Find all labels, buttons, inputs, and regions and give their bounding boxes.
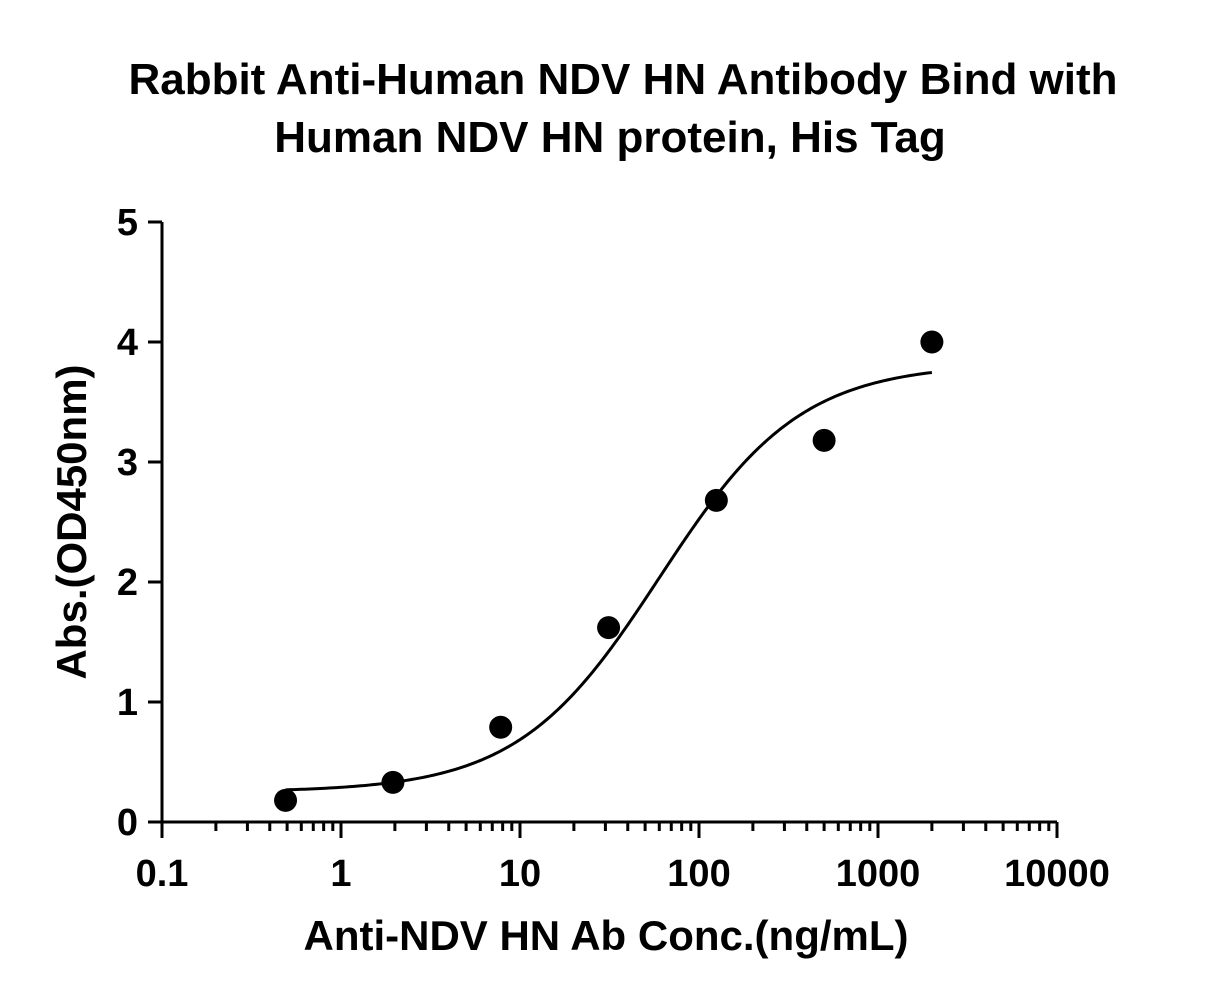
x-tick-label-10: 10	[499, 853, 541, 895]
data-point-4	[704, 488, 728, 512]
fit-curve-layer	[285, 370, 933, 792]
x-axis-label: Anti-NDV HN Ab Conc.(ng/mL)	[303, 912, 908, 959]
data-point-1	[381, 770, 405, 794]
x-tick-label-1000: 1000	[836, 853, 921, 895]
y-tick-label-2: 2	[117, 562, 138, 604]
data-points	[274, 330, 944, 812]
y-tick-label-3: 3	[117, 442, 138, 484]
chart-title-line-2: Human NDV HN protein, His Tag	[274, 113, 945, 162]
y-tick-label-0: 0	[117, 802, 138, 844]
x-tick-label-1: 1	[330, 853, 351, 895]
axis-ticks: 0 1 2 3 4 5 0.1 1 10 100 1000 10000	[117, 202, 1110, 895]
y-tick-label-1: 1	[117, 682, 138, 724]
y-axis-label: Abs.(OD450nm)	[48, 364, 95, 679]
fit-curve-series-0	[285, 370, 933, 792]
x-tick-label-0.1: 0.1	[136, 853, 189, 895]
x-tick-label-100: 100	[667, 853, 730, 895]
data-point-5	[812, 428, 836, 452]
y-tick-label-4: 4	[117, 322, 138, 364]
data-point-6	[920, 330, 944, 354]
x-tick-label-10000: 10000	[1004, 853, 1110, 895]
y-tick-label-5: 5	[117, 202, 138, 244]
data-point-3	[597, 616, 621, 640]
chart-title-line-1: Rabbit Anti-Human NDV HN Antibody Bind w…	[128, 55, 1117, 104]
data-point-2	[489, 715, 513, 739]
data-point-0	[274, 788, 298, 812]
